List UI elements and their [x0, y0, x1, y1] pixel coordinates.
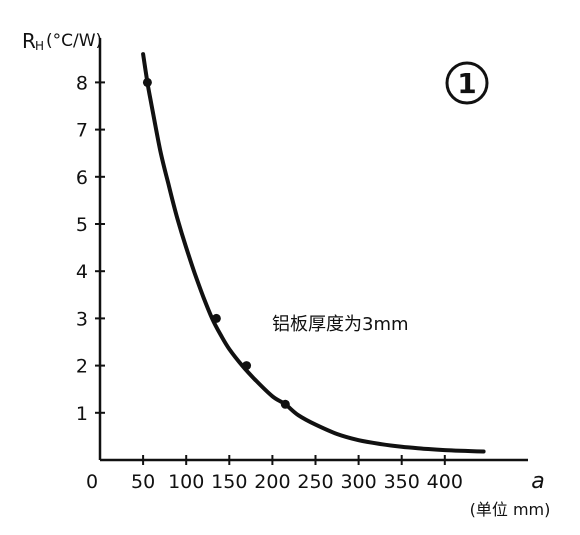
y-tick-label-5: 5 — [76, 214, 88, 236]
y-axis-title: R H (°C/W) — [22, 29, 102, 53]
x-tick-label-150: 150 — [211, 471, 247, 493]
x-tick-label-100: 100 — [168, 471, 204, 493]
y-tick-label-3: 3 — [76, 308, 88, 330]
data-point-2 — [242, 361, 252, 371]
x-tick-label-50: 50 — [131, 471, 155, 493]
y-tick-label-7: 7 — [76, 120, 88, 142]
y-tick-label-2: 2 — [76, 356, 88, 378]
y-tick-label-6: 6 — [76, 167, 88, 189]
x-axis-title: a — [531, 469, 544, 494]
axes — [98, 38, 528, 462]
y-tick-label-8: 8 — [76, 72, 88, 94]
svg-text:H: H — [35, 39, 44, 53]
data-point-0 — [142, 77, 152, 87]
data-point-1 — [211, 313, 221, 323]
curve-annotation: 铝板厚度为3mm — [272, 314, 409, 335]
series-group — [141, 52, 486, 454]
markers-group — [142, 77, 290, 409]
panel-label-circle — [445, 61, 489, 105]
x-ticks: 50 100 150 200 250 300 350 400 — [131, 455, 463, 493]
x-tick-label-350: 350 — [384, 471, 420, 493]
data-point-3 — [280, 399, 290, 409]
panel-label-text: 1 — [457, 67, 476, 100]
x-origin-label: 0 — [86, 471, 98, 493]
svg-text:(°C/W): (°C/W) — [46, 31, 102, 51]
x-tick-label-200: 200 — [254, 471, 290, 493]
y-tick-label-1: 1 — [76, 403, 88, 425]
y-tick-label-4: 4 — [76, 261, 88, 283]
svg-text:R: R — [22, 29, 36, 53]
x-tick-label-250: 250 — [297, 471, 333, 493]
panel-label: 1 — [445, 61, 489, 105]
x-tick-label-400: 400 — [427, 471, 463, 493]
x-axis-unit: (单位 mm) — [470, 500, 551, 519]
y-ticks: 1 2 3 4 5 6 7 8 — [76, 72, 105, 425]
x-tick-label-300: 300 — [340, 471, 376, 493]
series-line-0 — [141, 52, 486, 454]
